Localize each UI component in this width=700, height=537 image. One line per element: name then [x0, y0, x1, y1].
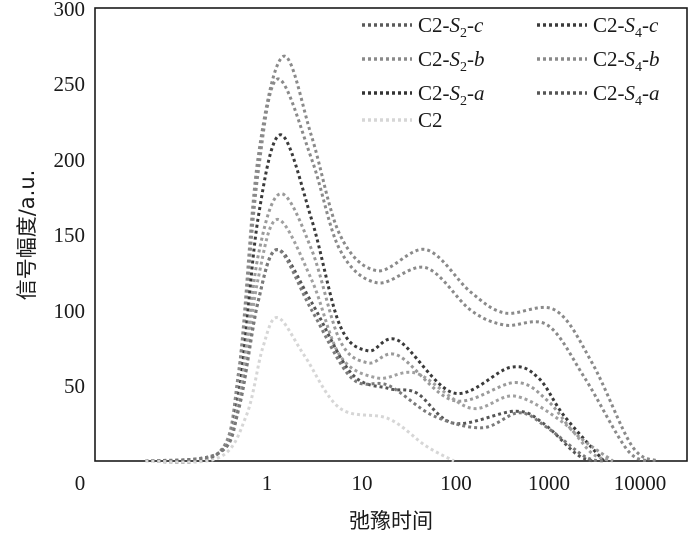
x-tick-label: 1 [262, 471, 273, 495]
x-tick-label: 10 [352, 471, 373, 495]
legend-label: C2 [418, 108, 443, 132]
y-tick-label: 200 [54, 148, 86, 172]
series-line-7 [145, 248, 605, 463]
legend-label: C2-S2-a [418, 81, 485, 109]
x-tick-label: 1000 [528, 471, 570, 495]
y-tick-labels: 50 100 150 200 250 300 [54, 0, 86, 398]
legend-label: C2-S2-c [418, 13, 484, 41]
y-axis-title: 信号幅度/a.u. [15, 170, 39, 301]
plot-area [94, 7, 688, 462]
series-line-3 [145, 133, 605, 463]
legend: C2-S2-c C2-S4-c C2-S2-b C2-S4-b C2-S2-a C2-S4… [362, 13, 660, 132]
y-tick-label: 250 [54, 72, 86, 96]
legend-label: C2-S2-b [418, 47, 485, 75]
y-tick-label: 100 [54, 299, 86, 323]
series-line-2 [145, 77, 650, 464]
y-tick-label: 300 [54, 0, 86, 21]
series-line-4 [145, 192, 614, 463]
x-tick-label: 100 [440, 471, 472, 495]
series-line-8 [145, 316, 455, 464]
legend-label: C2-S4-a [593, 81, 660, 109]
legend-label: C2-S4-b [593, 47, 660, 75]
x-tick-label: 10000 [614, 471, 667, 495]
x-tick-label: 0 [75, 471, 86, 495]
legend-label: C2-S4-c [593, 13, 659, 41]
y-tick-label: 50 [64, 374, 85, 398]
x-axis-title: 弛豫时间 [349, 509, 433, 533]
x-tick-labels: 0 1 10 100 1000 10000 [75, 471, 667, 495]
y-tick-label: 150 [54, 223, 86, 247]
series-layer [145, 54, 659, 464]
series-line-1 [145, 54, 659, 464]
